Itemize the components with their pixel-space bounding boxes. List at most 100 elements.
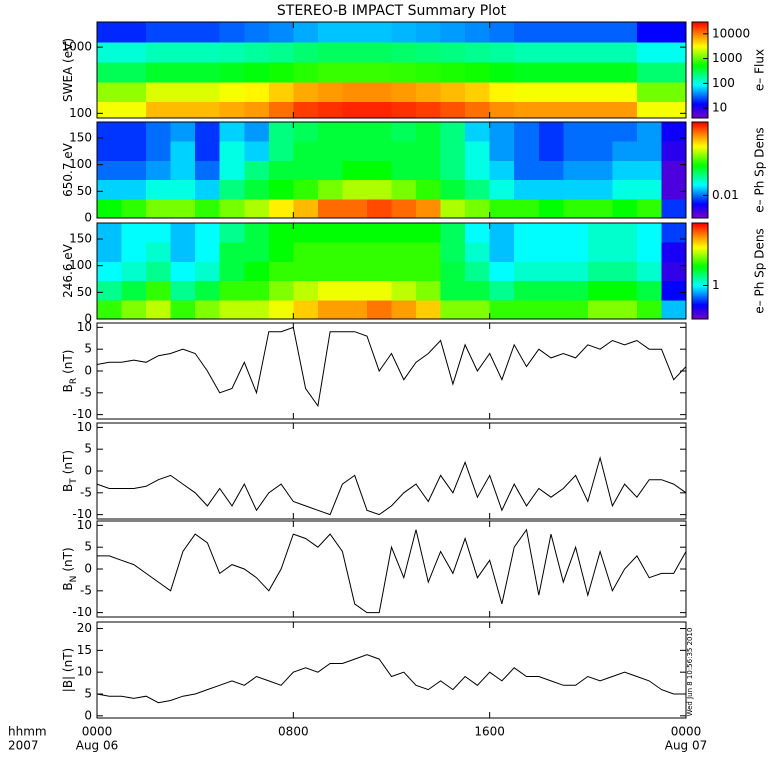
spectrogram-cell [317,198,343,219]
colorbar-step [692,26,708,29]
spectrogram-cell [317,179,343,200]
spectrogram-cell [416,101,442,119]
spectrogram-cell [465,122,491,142]
spectrogram-cell [146,261,172,282]
colorbar-step [692,223,708,226]
colorbar-frame [691,222,709,320]
spectrogram-cell [293,122,319,142]
spectrogram-cell [587,280,613,301]
spectrogram-cell [563,81,589,103]
spectrogram-cell [170,122,196,142]
colorbar-step [692,134,708,137]
spectrogram-cell [391,81,417,103]
spectrogram-cell [440,22,466,43]
spectrogram-cell [244,299,270,320]
spectrogram-cell [489,299,515,320]
spectrogram-cell [342,198,368,219]
spectrogram-cell [268,41,294,63]
spectrogram-cell [440,261,466,282]
spectrogram-cell [317,261,343,282]
spectrogram-cell [440,101,466,119]
colorbar-step [692,86,708,89]
spectrogram-cell [317,101,343,119]
colorbar-step [692,44,708,47]
spectrogram-cell [195,223,221,243]
spectrogram-cell [366,141,392,161]
colorbar-step [692,190,708,193]
spectrogram-cell [612,242,638,262]
colorbar-step [692,98,708,101]
spectrogram-cell [244,41,270,63]
y-tick-label: 5 [84,540,92,554]
spectrogram-cell [342,280,368,301]
spectrogram-cell [244,242,270,262]
spectrogram-cell [293,242,319,262]
data-line [96,654,686,704]
colorbar-step [692,241,708,244]
spectrogram-cell [563,101,589,119]
colorbar-step [692,237,708,240]
spectrogram-cell [612,160,638,181]
spectrogram-cell [489,122,515,142]
y-label-text: B [61,384,75,392]
spectrogram-cell [268,242,294,262]
colorbar-tick-label: 10 [712,101,727,115]
spectrogram-cell [391,160,417,181]
colorbar-step [692,126,708,129]
spectrogram-cell [293,81,319,103]
spectrogram-cell [661,179,687,200]
spectrogram-cell [219,22,245,43]
colorbar-step [692,48,708,51]
x-tick-label: 1600 [474,725,505,739]
colorbar-step [692,156,708,159]
y-label-text: SWEA (eV) [61,38,75,102]
spectrogram-cell [514,299,540,320]
y-axis-label: BT (nT) [61,450,79,492]
spectrogram-cell [317,141,343,161]
spectrogram-cell [195,280,221,301]
spectrogram-cell [293,179,319,200]
spectrogram-cell [97,198,123,219]
colorbar-step [692,56,708,59]
spectrogram-cell [391,198,417,219]
colorbar-step [692,192,708,195]
spectrogram-cell [587,242,613,262]
spectrogram-cell [317,242,343,262]
spectrogram-cell [366,280,392,301]
colorbar-step [692,214,708,217]
colorbar-step [692,154,708,157]
colorbar-tick-label: 1000 [712,51,743,65]
spectrogram-cell [146,242,172,262]
colorbar-step [692,301,708,304]
spectrogram-cell [465,101,491,119]
colorbar-step [692,22,708,25]
spectrogram-cell [121,223,147,243]
spectrogram-cell [416,198,442,219]
timestamp: Wed Jun 8 10:56:35 2010 [686,628,694,717]
colorbar-step [692,34,708,37]
colorbar-step [692,297,708,300]
x-heading: 2007 [8,739,39,753]
spectrogram-cell [219,41,245,63]
spectrogram-cell [661,261,687,282]
spectrogram-cell [366,198,392,219]
spectrogram-cell [219,198,245,219]
spectrogram-cell [170,299,196,320]
spectrogram-cell [97,261,123,282]
spectrogram-cell [489,280,515,301]
spectrogram-cell [170,41,196,63]
spectrogram-cell [416,242,442,262]
colorbar-step [692,68,708,71]
colorbar-step [692,114,708,117]
spectrogram-cell [342,61,368,83]
spectrogram-cell [219,61,245,83]
spectrogram-cell [538,61,564,83]
spectrogram-cell [440,61,466,83]
colorbar-step [692,251,708,254]
colorbar-step [692,212,708,215]
y-tick-label: 5 [84,442,92,456]
colorbar-step [692,307,708,310]
y-label-subscript: T [69,478,79,485]
spectrogram-cell [195,81,221,103]
y-label-text: B [61,582,75,590]
